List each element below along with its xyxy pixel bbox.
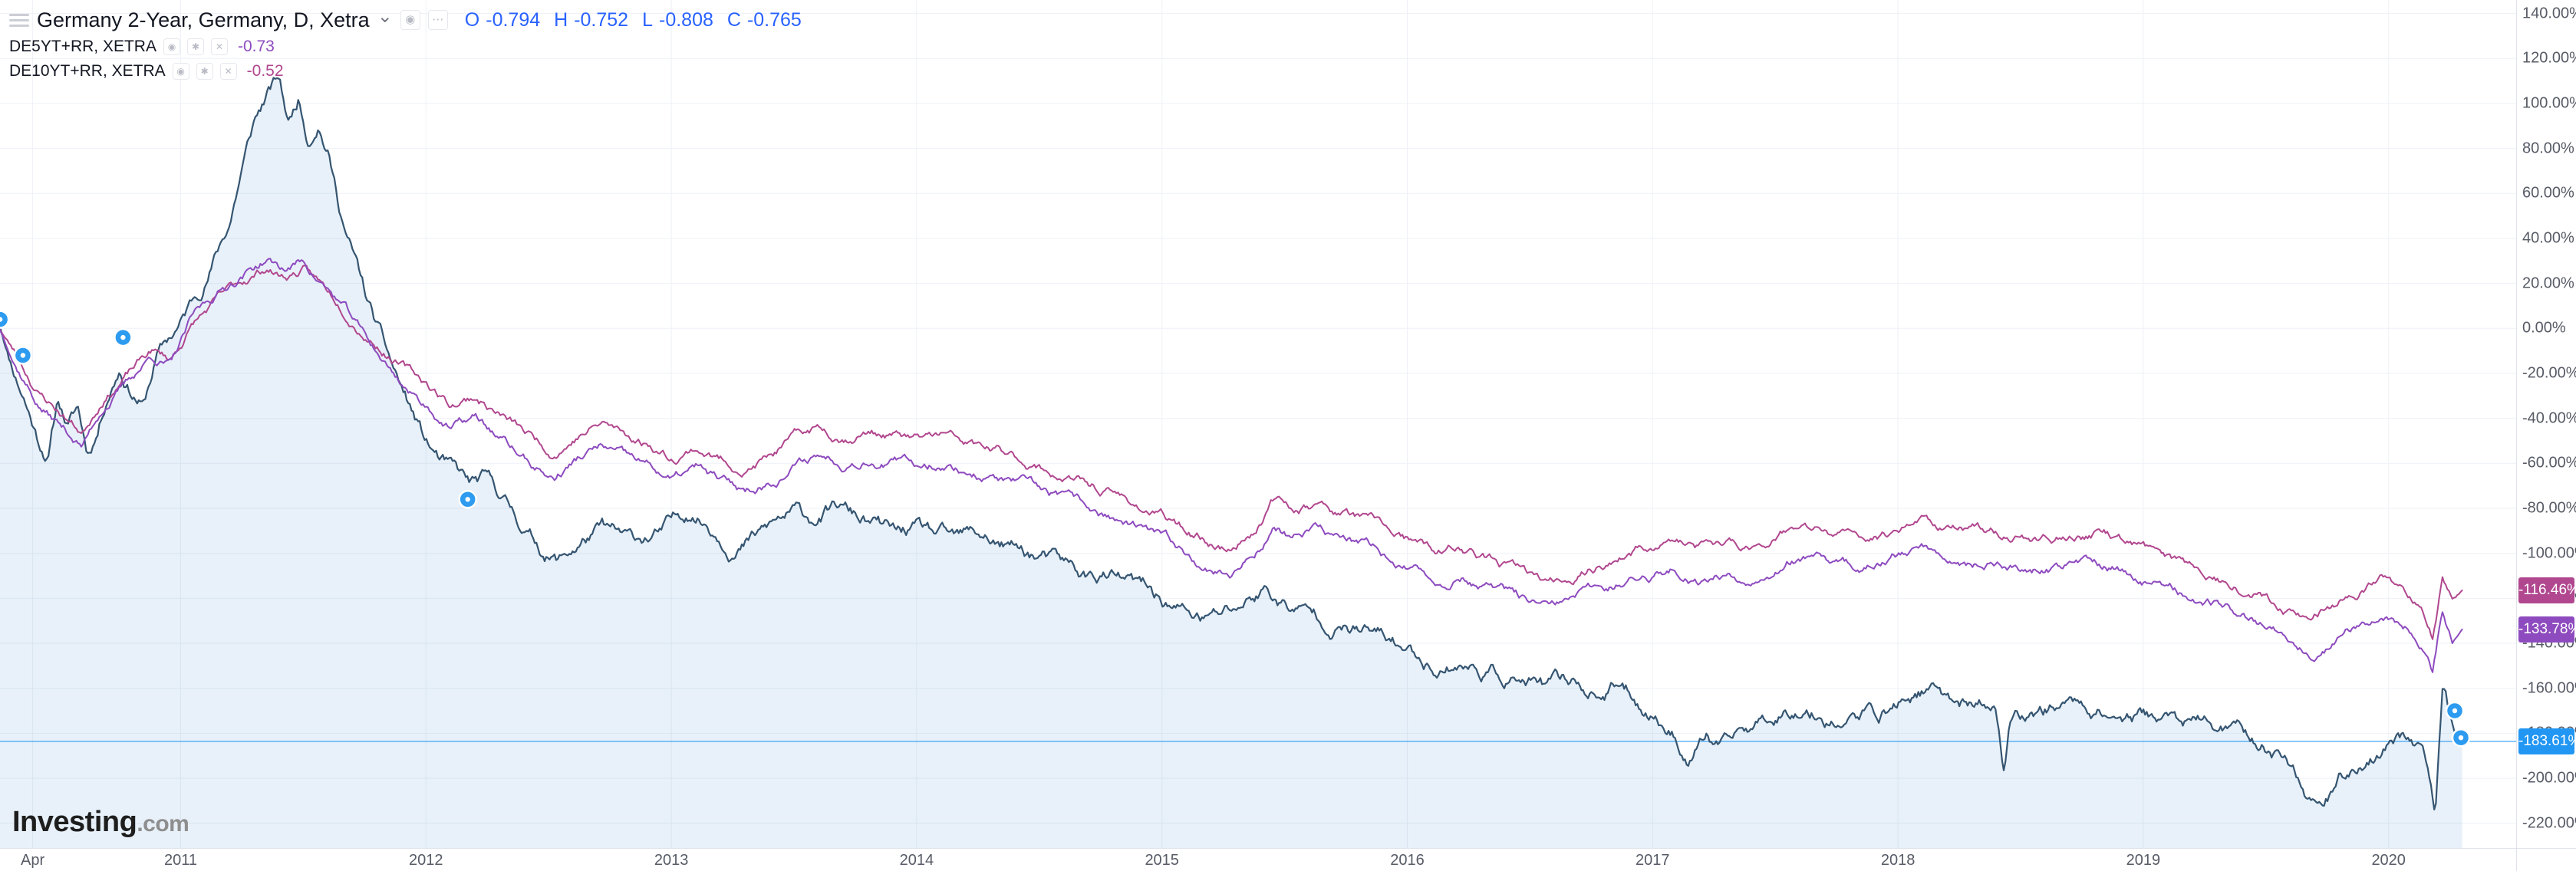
time-axis-label: 2016: [1390, 852, 1425, 869]
time-axis-label: 2015: [1145, 852, 1179, 869]
price-axis-label: 0.00%: [2522, 319, 2566, 337]
price-axis-label: 20.00%: [2522, 274, 2574, 292]
settings-icon[interactable]: ✱: [186, 38, 204, 55]
visibility-icon[interactable]: ◉: [172, 63, 189, 80]
visibility-icon[interactable]: ◉: [400, 10, 420, 30]
event-marker[interactable]: [114, 327, 133, 347]
time-axis-label: Apr: [21, 852, 45, 869]
ohlc-values: O -0.794 H -0.752 L -0.808 C -0.765: [465, 9, 802, 31]
time-axis-label: 2013: [654, 852, 689, 869]
compare-row-de10yt: DE10YT+RR, XETRA ◉ ✱ ✕ -0.52: [9, 60, 802, 83]
compare-symbol-name[interactable]: DE5YT+RR, XETRA: [9, 38, 156, 55]
price-axis-label: 120.00%: [2522, 49, 2576, 67]
price-axis-label: 60.00%: [2522, 184, 2574, 202]
symbol-title[interactable]: Germany 2-Year, Germany, D, Xetra: [37, 8, 370, 31]
price-axis-label: -40.00%: [2522, 409, 2576, 427]
compare-last-value: -0.52: [246, 62, 284, 80]
de10yt-price-tag[interactable]: -116.46%: [2518, 577, 2576, 603]
chart-canvas[interactable]: [0, 0, 2516, 848]
time-axis-label: 2014: [899, 852, 934, 869]
main-symbol-row: Germany 2-Year, Germany, D, Xetra ⌄ ◉ ⋯ …: [9, 6, 802, 34]
investing-com-logo[interactable]: Investing.com: [12, 806, 189, 839]
price-axis-label: -20.00%: [2522, 364, 2576, 382]
chevron-down-icon[interactable]: ⌄: [377, 6, 393, 27]
de10yt-line[interactable]: [0, 265, 2463, 640]
ohlc-open: O -0.794: [464, 8, 541, 31]
de5yt-price-tag[interactable]: -133.78%: [2518, 616, 2576, 643]
ohlc-low: L -0.808: [642, 8, 713, 31]
legend: Germany 2-Year, Germany, D, Xetra ⌄ ◉ ⋯ …: [9, 6, 802, 83]
price-axis-label: 40.00%: [2522, 229, 2574, 247]
event-marker[interactable]: [458, 490, 477, 509]
ohlc-high: H -0.752: [554, 8, 629, 31]
de5yt-line[interactable]: [0, 258, 2463, 673]
time-axis-label: 2012: [409, 852, 443, 869]
more-options-icon[interactable]: ⋯: [427, 10, 448, 30]
price-axis-label: 100.00%: [2522, 94, 2576, 112]
price-axis-label: -80.00%: [2522, 499, 2576, 517]
price-axis-label: -100.00%: [2522, 544, 2576, 562]
de2yt-line[interactable]: [0, 77, 2463, 810]
price-axis-label: -200.00%: [2522, 769, 2576, 787]
event-marker[interactable]: [2451, 728, 2471, 748]
close-icon[interactable]: ✕: [219, 63, 237, 80]
price-axis-label: -160.00%: [2522, 679, 2576, 697]
time-axis-label: 2017: [1636, 852, 1670, 869]
price-axis[interactable]: 140.00% 120.00% 100.00% 80.00% 60.00% 40.00% 2…: [2516, 0, 2576, 848]
axis-corner: [2516, 848, 2576, 871]
logo-brand-text: Investing: [12, 806, 137, 838]
close-icon[interactable]: ✕: [210, 38, 228, 55]
visibility-icon[interactable]: ◉: [163, 38, 180, 55]
event-marker[interactable]: [2445, 701, 2465, 721]
time-axis-label: 2019: [2126, 852, 2161, 869]
compare-symbol-name[interactable]: DE10YT+RR, XETRA: [9, 62, 166, 80]
ohlc-close: C -0.765: [726, 8, 802, 31]
chart-plot-area[interactable]: Germany 2-Year, Germany, D, Xetra ⌄ ◉ ⋯ …: [0, 0, 2516, 848]
de2yt-area-fill: [0, 77, 2462, 848]
time-axis-label: 2011: [163, 852, 198, 869]
time-axis[interactable]: Apr 2011 2012 2013 2014 2015 2016 2017 2018 2019 2…: [0, 848, 2516, 871]
event-marker[interactable]: [13, 346, 33, 365]
price-axis-label: 80.00%: [2522, 140, 2574, 157]
price-axis-label: -220.00%: [2522, 814, 2576, 832]
event-marker[interactable]: [0, 310, 10, 329]
de2yt-price-tag[interactable]: -183.61%: [2518, 728, 2576, 754]
settings-icon[interactable]: ✱: [196, 63, 213, 80]
price-axis-label: -60.00%: [2522, 454, 2576, 472]
compare-row-de5yt: DE5YT+RR, XETRA ◉ ✱ ✕ -0.73: [9, 35, 802, 58]
price-axis-label: 140.00%: [2522, 5, 2576, 22]
time-axis-label: 2018: [1880, 852, 1916, 869]
compare-last-value: -0.73: [237, 38, 275, 55]
time-axis-label: 2020: [2371, 852, 2406, 869]
chart-menu-icon[interactable]: [9, 10, 29, 30]
logo-suffix-text: .com: [137, 811, 189, 836]
